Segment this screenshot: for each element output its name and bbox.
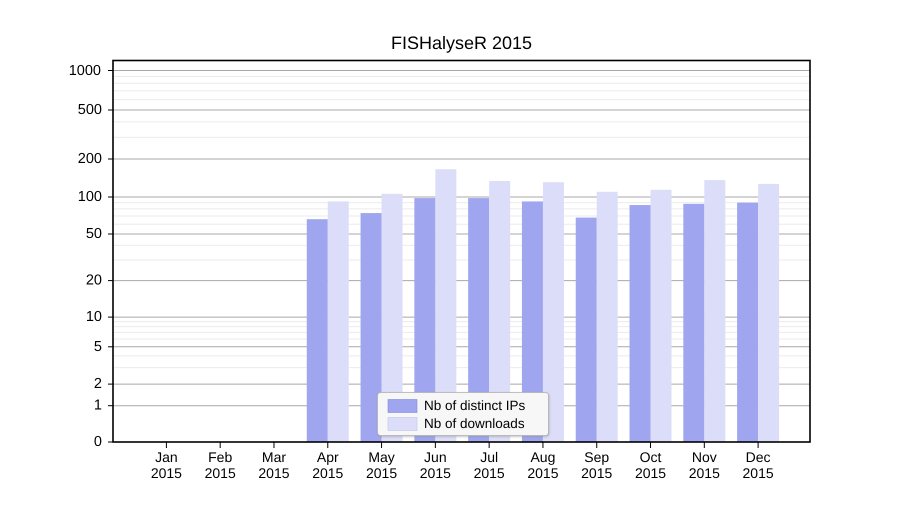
svg-text:2015: 2015 — [527, 465, 558, 481]
svg-text:20: 20 — [86, 273, 102, 289]
svg-text:Dec: Dec — [746, 449, 771, 465]
svg-text:Nb of downloads: Nb of downloads — [424, 416, 525, 431]
svg-text:200: 200 — [78, 151, 102, 167]
svg-text:2015: 2015 — [689, 465, 720, 481]
svg-text:2015: 2015 — [258, 465, 289, 481]
svg-text:2015: 2015 — [151, 465, 182, 481]
svg-text:Oct: Oct — [640, 449, 662, 465]
svg-text:Sep: Sep — [584, 449, 609, 465]
svg-text:Nb of distinct IPs: Nb of distinct IPs — [424, 398, 526, 413]
svg-text:Nov: Nov — [692, 449, 717, 465]
svg-text:10: 10 — [86, 309, 102, 325]
svg-text:Apr: Apr — [317, 449, 339, 465]
svg-text:50: 50 — [86, 226, 102, 242]
svg-text:Aug: Aug — [530, 449, 555, 465]
svg-text:May: May — [368, 449, 394, 465]
svg-text:Mar: Mar — [262, 449, 286, 465]
svg-text:2015: 2015 — [205, 465, 236, 481]
svg-text:Jun: Jun — [424, 449, 447, 465]
svg-text:Feb: Feb — [208, 449, 232, 465]
svg-text:2015: 2015 — [420, 465, 451, 481]
svg-text:5: 5 — [94, 339, 102, 355]
svg-text:2015: 2015 — [635, 465, 666, 481]
svg-text:100: 100 — [78, 189, 102, 205]
svg-text:2015: 2015 — [581, 465, 612, 481]
svg-text:Jan: Jan — [155, 449, 178, 465]
svg-text:0: 0 — [94, 434, 102, 450]
svg-text:1000: 1000 — [69, 63, 101, 79]
svg-text:2015: 2015 — [474, 465, 505, 481]
svg-text:2015: 2015 — [743, 465, 774, 481]
svg-text:FISHalyseR 2015: FISHalyseR 2015 — [391, 33, 532, 53]
svg-text:1: 1 — [94, 398, 102, 414]
svg-text:2015: 2015 — [312, 465, 343, 481]
svg-text:2015: 2015 — [366, 465, 397, 481]
svg-text:Jul: Jul — [480, 449, 498, 465]
svg-text:500: 500 — [78, 102, 102, 118]
svg-text:2: 2 — [94, 376, 102, 392]
